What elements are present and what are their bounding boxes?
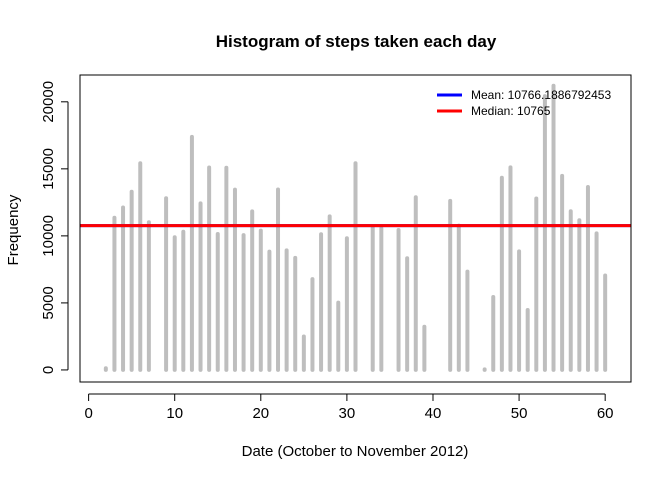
- chart-title: Histogram of steps taken each day: [216, 32, 497, 51]
- plot-frame: [79, 74, 632, 383]
- x-tick-label: 10: [166, 405, 183, 422]
- y-axis-label: Frequency: [5, 194, 22, 265]
- bars: [103, 83, 608, 372]
- x-axis-label: Date (October to November 2012): [242, 443, 469, 460]
- x-axis: 0 10 20 30 40 50 60: [84, 393, 614, 422]
- legend: Mean: 10766.1886792453 Median: 10765: [437, 88, 611, 118]
- y-tick-label: 20000: [40, 81, 57, 123]
- y-tick-label: 15000: [40, 148, 57, 190]
- x-tick-label: 30: [339, 405, 356, 422]
- x-tick-label: 0: [84, 405, 92, 422]
- legend-median-label: Median: 10765: [471, 104, 551, 118]
- x-tick-label: 20: [252, 405, 269, 422]
- legend-mean-label: Mean: 10766.1886792453: [471, 88, 611, 102]
- y-tick-label: 0: [40, 366, 57, 374]
- y-axis: 0 5000 10000 15000 20000: [40, 81, 69, 374]
- x-tick-label: 50: [511, 405, 528, 422]
- y-tick-label: 5000: [40, 286, 57, 319]
- y-tick-label: 10000: [40, 215, 57, 257]
- x-tick-label: 40: [425, 405, 442, 422]
- x-tick-label: 60: [597, 405, 614, 422]
